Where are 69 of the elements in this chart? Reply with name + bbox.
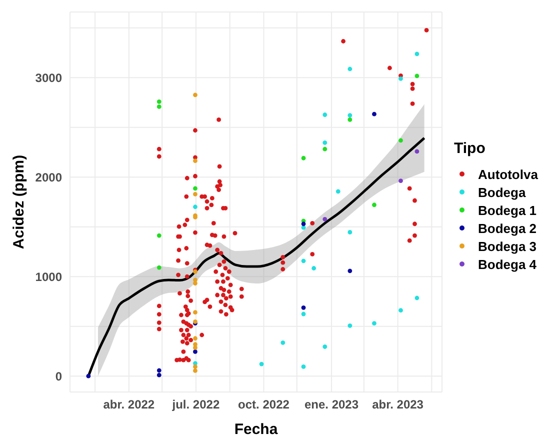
point (398, 138, 403, 143)
point (156, 265, 162, 270)
point (398, 178, 403, 184)
point (414, 74, 420, 78)
point (348, 230, 352, 234)
point (348, 323, 352, 328)
point (372, 202, 376, 208)
point (193, 186, 198, 191)
point (372, 112, 376, 116)
point (193, 158, 198, 164)
x-tick-label: jul. 2022 (171, 398, 220, 412)
point (156, 233, 162, 238)
point (301, 156, 306, 160)
x-tick-label: abr. 2022 (103, 398, 155, 412)
point (259, 362, 264, 366)
point (193, 346, 198, 350)
y-axis-title: Acidez (ppm) (10, 154, 28, 250)
x-tick-label: ene. 2023 (304, 398, 359, 412)
point (193, 364, 198, 369)
point (193, 336, 198, 341)
y-tick-label: 2000 (35, 170, 62, 184)
point (348, 268, 352, 274)
point (414, 149, 420, 154)
point (336, 189, 340, 194)
legend-label: Bodega 2 (478, 220, 537, 236)
y-tick-label: 3000 (35, 70, 62, 85)
point (301, 305, 306, 310)
point (156, 100, 162, 104)
point (301, 222, 306, 226)
point (348, 66, 352, 72)
point (156, 104, 162, 109)
point (322, 217, 328, 222)
point (193, 92, 198, 98)
point (312, 266, 316, 270)
point (156, 372, 162, 378)
x-axis-title: Fecha (234, 421, 278, 438)
point (156, 368, 162, 373)
point (322, 146, 328, 152)
point (193, 281, 198, 286)
point (398, 76, 403, 81)
point (348, 113, 352, 118)
legend-label: Bodega 3 (478, 238, 537, 254)
legend-label: Bodega 1 (478, 202, 537, 218)
point (193, 310, 198, 315)
legend-label: Autotolva (478, 166, 538, 182)
point (193, 192, 198, 196)
point (414, 52, 420, 56)
point (86, 374, 91, 378)
point (301, 312, 306, 316)
y-tick-label: 1000 (35, 270, 62, 284)
y-tick-label: 0 (55, 369, 62, 384)
legend-title: Tipo (454, 140, 486, 157)
point (193, 368, 198, 373)
point (348, 118, 352, 122)
point (398, 308, 403, 313)
point (301, 364, 306, 369)
x-tick-label: abr. 2023 (372, 398, 424, 412)
point (193, 204, 198, 210)
point (301, 258, 306, 264)
x-tick-label: oct. 2022 (238, 398, 290, 412)
point (193, 350, 198, 354)
point (414, 296, 420, 300)
legend-label: Bodega 4 (478, 256, 537, 272)
point (280, 340, 286, 345)
point (322, 344, 328, 349)
point (322, 140, 328, 145)
legend-label: Bodega (478, 184, 526, 200)
point (372, 321, 376, 326)
point (322, 112, 328, 117)
